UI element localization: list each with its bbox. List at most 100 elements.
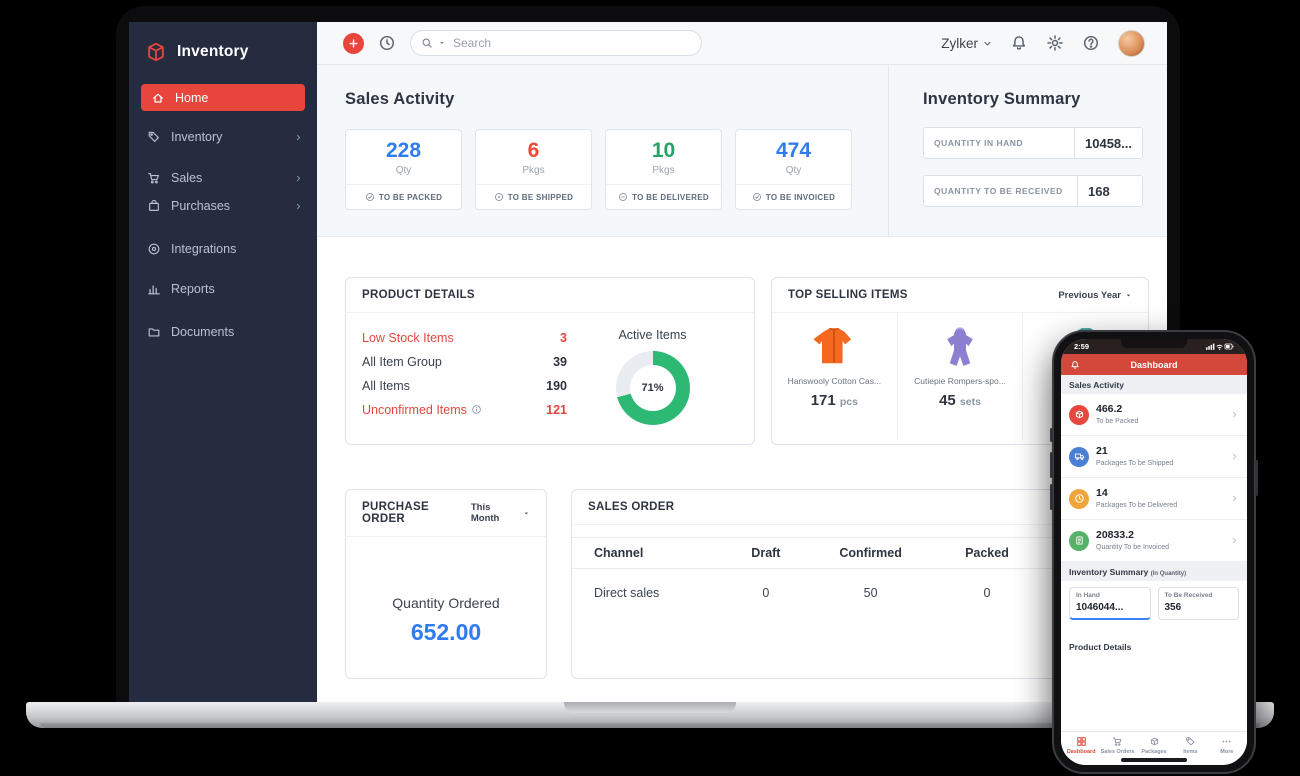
low-stock-items-row[interactable]: Low Stock Items 3	[362, 326, 567, 350]
row-label: All Items	[362, 379, 410, 393]
clock-icon	[1069, 488, 1089, 509]
tab-dashboard[interactable]: Dashboard	[1063, 736, 1099, 755]
cell-channel: Direct sales	[594, 586, 660, 600]
sidebar-item-label: Documents	[171, 325, 235, 339]
top-selling-filter-dropdown[interactable]: Previous Year	[1058, 290, 1132, 301]
org-switcher[interactable]: Zylker	[941, 36, 992, 51]
sidebar-item-home[interactable]: Home	[141, 84, 305, 111]
sidebar-item-integrations[interactable]: Integrations	[129, 237, 317, 261]
top-selling-item[interactable]: Hanswooly Cotton Cas... 171 pcs	[772, 313, 898, 440]
info-icon[interactable]	[471, 404, 482, 415]
sidebar-item-purchases[interactable]: Purchases	[129, 194, 317, 218]
topbar-right: Zylker	[941, 29, 1145, 57]
phone-to-be-packed-row[interactable]: 466.2 To be Packed	[1061, 394, 1247, 436]
phone-to-be-invoiced-row[interactable]: 20833.2 Quantity To be Invoiced	[1061, 520, 1247, 562]
phone-to-be-shipped-row[interactable]: 21 Packages To be Shipped	[1061, 436, 1247, 478]
sidebar-item-label: Purchases	[171, 199, 231, 213]
to-be-delivered-card[interactable]: 10 Pkgs TO BE DELIVERED	[605, 129, 722, 210]
card-value: 228	[385, 139, 422, 162]
cart-icon	[1113, 737, 1122, 746]
card-title: PRODUCT DETAILS	[362, 289, 475, 301]
sidebar-item-reports[interactable]: Reports	[129, 277, 317, 301]
top-selling-item[interactable]: Cutiepie Rompers-spo... 45 sets	[898, 313, 1024, 440]
to-be-received-card[interactable]: To Be Received 356	[1157, 587, 1239, 620]
product-unit: pcs	[839, 396, 858, 408]
phone-screen: 2:59 Dashboard Sales Activity 466.2 To b…	[1061, 339, 1247, 765]
phone-to-be-delivered-row[interactable]: 14 Packages To be Delivered	[1061, 478, 1247, 520]
sidebar-item-label: Inventory	[171, 130, 223, 144]
cart-icon	[148, 173, 159, 184]
card-value: 1046044...	[1076, 602, 1124, 613]
to-be-invoiced-card[interactable]: 474 Qty TO BE INVOICED	[735, 129, 852, 210]
tab-label: Items	[1183, 749, 1198, 755]
tab-sales-orders[interactable]: Sales Orders	[1099, 736, 1135, 755]
column-header: Draft	[726, 537, 805, 569]
card-unit: Qty	[395, 165, 412, 176]
to-be-shipped-card[interactable]: 6 Pkgs TO BE SHIPPED	[475, 129, 592, 210]
caret-down-icon[interactable]	[438, 39, 446, 47]
user-avatar[interactable]	[1118, 29, 1145, 57]
tab-packages[interactable]: Packages	[1136, 736, 1172, 755]
product-name: Cutiepie Rompers-spo...	[914, 376, 1006, 386]
status-time: 2:59	[1074, 342, 1090, 351]
product-details-card: PRODUCT DETAILS Low Stock Items 3 All It…	[345, 277, 755, 445]
tab-items[interactable]: Items	[1172, 736, 1208, 755]
help-icon[interactable]	[1082, 34, 1100, 52]
row-value: 20833.2	[1096, 529, 1134, 542]
sidebar-item-documents[interactable]: Documents	[129, 320, 317, 344]
chevron-right-icon	[296, 175, 301, 181]
search-input-wrapper[interactable]	[410, 30, 702, 56]
card-label: TO BE SHIPPED	[507, 192, 574, 202]
top-selling-items-card: TOP SELLING ITEMS Previous Year Hanswool…	[771, 277, 1149, 445]
unconfirmed-items-row[interactable]: Unconfirmed Items 121	[362, 398, 567, 422]
folder-icon	[148, 328, 160, 337]
row-value: 466.2	[1096, 403, 1123, 416]
tab-label: Dashboard	[1066, 749, 1096, 755]
add-new-button[interactable]	[343, 32, 364, 54]
phone-mockup: 2:59 Dashboard Sales Activity 466.2 To b…	[1050, 330, 1258, 774]
recent-activity-icon[interactable]	[378, 34, 396, 52]
sidebar-item-label: Sales	[171, 171, 203, 185]
inventory-summary-subtitle: (In Quantity)	[1150, 571, 1187, 577]
inventory-summary-section: Inventory Summary QUANTITY IN HAND 10458…	[888, 65, 1167, 236]
romper-product-image	[947, 327, 973, 366]
sales-activity-section: Sales Activity 228 Qty TO BE PACKED	[317, 65, 888, 236]
topbar: Zylker	[317, 22, 1167, 65]
cardigan-product-image	[813, 327, 852, 364]
all-items-row[interactable]: All Items 190	[362, 374, 567, 398]
search-input[interactable]	[451, 35, 691, 51]
card-unit: Pkgs	[522, 165, 545, 176]
package-icon	[1069, 404, 1089, 425]
tab-more[interactable]: More	[1209, 736, 1245, 755]
product-qty: 171	[810, 392, 836, 409]
donut-percentage: 71%	[629, 365, 676, 411]
phone-home-indicator[interactable]	[1121, 758, 1187, 762]
gear-icon[interactable]	[1046, 34, 1064, 52]
active-items-block: Active Items 71%	[567, 326, 738, 425]
tab-label: More	[1220, 749, 1234, 755]
caret-down-icon	[524, 512, 529, 514]
column-header: Channel	[572, 537, 727, 569]
quantity-to-be-received-row[interactable]: QUANTITY TO BE RECEIVED 168	[923, 175, 1143, 207]
bell-icon[interactable]	[1010, 34, 1028, 52]
to-be-packed-card[interactable]: 228 Qty TO BE PACKED	[345, 129, 462, 210]
purchase-order-filter-dropdown[interactable]: This Month	[471, 502, 530, 524]
bell-icon[interactable]	[1070, 360, 1080, 370]
more-dots-icon	[1222, 740, 1231, 743]
in-hand-card[interactable]: In Hand 1046044...	[1069, 587, 1151, 620]
laptop-base-notch	[564, 702, 736, 713]
card-value: 356	[1164, 602, 1182, 613]
invoice-icon	[1069, 530, 1089, 551]
chevron-down-icon	[984, 41, 991, 46]
sidebar-nav: Home Inventory Sales Purchases	[129, 80, 317, 358]
row-label: To be Packed	[1096, 417, 1139, 425]
sidebar-item-sales[interactable]: Sales	[129, 166, 317, 190]
phone-volume-down-button	[1050, 484, 1053, 510]
sidebar-item-label: Home	[175, 90, 209, 105]
quantity-in-hand-row[interactable]: QUANTITY IN HAND 10458...	[923, 127, 1143, 159]
all-item-group-row[interactable]: All Item Group 39	[362, 350, 567, 374]
row-label: Packages To be Delivered	[1096, 501, 1178, 509]
tab-label: Packages	[1141, 749, 1167, 755]
summary-value: 10458...	[1074, 128, 1142, 158]
sidebar-item-inventory[interactable]: Inventory	[129, 125, 317, 149]
